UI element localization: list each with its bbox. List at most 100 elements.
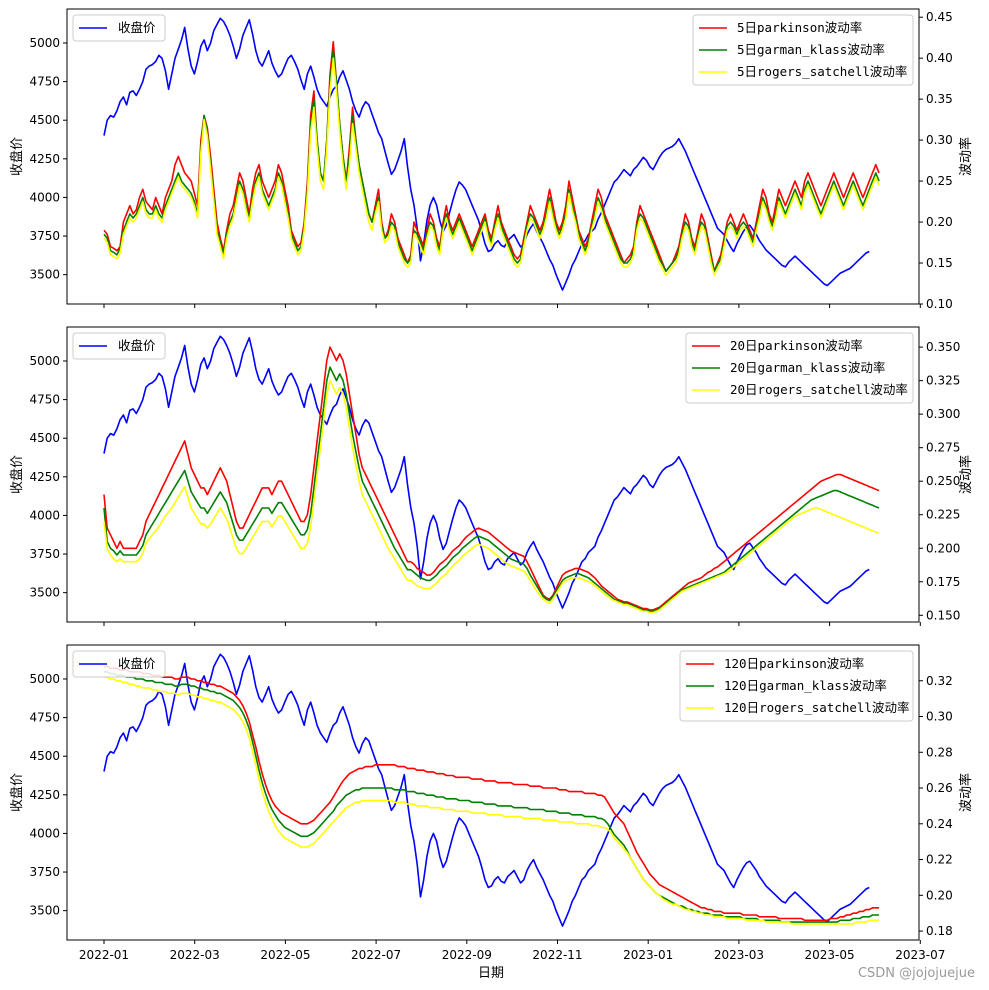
legend-right-label: 5日garman_klass波动率 <box>737 42 885 57</box>
y-right-tick-label: 0.275 <box>926 441 960 455</box>
y-left-tick-label: 4750 <box>29 75 60 89</box>
y-right-tick-label: 0.22 <box>926 853 953 867</box>
legend-right: 120日parkinson波动率 120日garman_klass波动率 120日r… <box>679 650 914 722</box>
legend-right-label: 120日garman_klass波动率 <box>724 678 887 693</box>
y-right-axis-label: 波动率 <box>958 137 974 176</box>
panel-middle: 3500 3750 4000 4250 4500 4750 5000 0.150 0.175 0.… <box>9 326 974 626</box>
series-line-2 <box>104 670 879 923</box>
plot-frame <box>66 8 920 305</box>
x-tick-label: 2022-07 <box>351 948 401 962</box>
y-left-tick-label: 3750 <box>29 547 60 561</box>
y-right-tick-label: 0.32 <box>926 674 953 688</box>
panel-top: 3500 3750 4000 4250 4500 4750 5000 0.10 0.15 0.20… <box>9 8 974 311</box>
y-right-tick-label: 0.20 <box>926 888 953 902</box>
y-right-tick-label: 0.250 <box>926 474 960 488</box>
panel-bottom: 3500 3750 4000 4250 4500 4750 5000 0.18 0.20 0.22… <box>9 644 974 962</box>
x-tick-label: 2023-07 <box>895 948 945 962</box>
y-left-tick-label: 3750 <box>29 865 60 879</box>
legend-right-label: 120日parkinson波动率 <box>724 656 864 671</box>
watermark: CSDN @jojojuejue <box>858 966 975 981</box>
series-line-1 <box>104 665 879 922</box>
y-right-tick-label: 0.18 <box>926 924 953 938</box>
y-left-axis-label: 收盘价 <box>9 455 25 494</box>
x-tick-label: 2022-01 <box>79 948 129 962</box>
series-line-0 <box>103 17 870 291</box>
legend-right-label: 20日parkinson波动率 <box>730 338 863 353</box>
series-line-3 <box>103 379 880 614</box>
y-right-axis-label: 波动率 <box>958 773 974 812</box>
y-left-tick-label: 3500 <box>29 586 60 600</box>
legend-left: 收盘价 <box>72 332 166 360</box>
legend-right-label: 120日rogers_satchell波动率 <box>724 700 909 715</box>
series-line-2 <box>103 366 880 613</box>
y-right-tick-label: 0.300 <box>926 407 960 421</box>
plot-frame <box>66 326 920 623</box>
y-right-tick-label: 0.200 <box>926 541 960 555</box>
y-left-tick-label: 4750 <box>29 711 60 725</box>
y-right-tick-label: 0.225 <box>926 508 960 522</box>
y-left-tick-label: 4000 <box>29 826 60 840</box>
y-right-tick-label: 0.28 <box>926 745 953 759</box>
x-axis-label: 日期 <box>478 966 504 981</box>
x-tick-label: 2022-11 <box>532 948 582 962</box>
y-left-tick-label: 4000 <box>29 190 60 204</box>
y-left-tick-label: 3500 <box>29 268 60 282</box>
y-right-tick-label: 0.20 <box>926 215 953 229</box>
x-tick-label: 2023-03 <box>714 948 764 962</box>
y-right-tick-label: 0.35 <box>926 92 953 106</box>
y-right-tick-label: 0.150 <box>926 608 960 622</box>
y-right-tick-label: 0.25 <box>926 174 953 188</box>
y-right-tick-label: 0.325 <box>926 374 960 388</box>
y-left-tick-label: 4250 <box>29 788 60 802</box>
y-left-tick-label: 4000 <box>29 508 60 522</box>
series-line-3 <box>103 57 880 277</box>
legend-left: 收盘价 <box>72 650 166 678</box>
y-left-axis-label: 收盘价 <box>9 773 25 812</box>
y-left-tick-label: 4250 <box>29 470 60 484</box>
y-right-tick-label: 0.10 <box>926 297 953 311</box>
y-right-tick-label: 0.24 <box>926 817 953 831</box>
y-right-tick-label: 0.15 <box>926 256 953 270</box>
legend-right-box <box>685 332 914 404</box>
y-right-axis-label: 波动率 <box>958 455 974 494</box>
y-right-tick-label: 0.30 <box>926 133 953 147</box>
legend-right-label: 5日parkinson波动率 <box>737 20 862 35</box>
chart-panels: 3500 3750 4000 4250 4500 4750 5000 0.10 0.15 0.20… <box>9 8 974 962</box>
plot-frame <box>66 644 920 941</box>
legend-right: 20日parkinson波动率 20日garman_klass波动率 20日roge… <box>685 332 914 404</box>
legend-right-label: 5日rogers_satchell波动率 <box>737 64 907 79</box>
y-right-tick-label: 0.175 <box>926 575 960 589</box>
legend-left-label: 收盘价 <box>118 656 156 671</box>
y-left-tick-label: 5000 <box>29 672 60 686</box>
y-left-tick-label: 4500 <box>29 431 60 445</box>
legend-left-box <box>72 332 166 360</box>
series-line-0 <box>103 335 870 609</box>
legend-left-label: 收盘价 <box>118 20 156 35</box>
x-tick-label: 2022-03 <box>170 948 220 962</box>
x-tick-label: 2022-09 <box>442 948 492 962</box>
legend-right: 5日parkinson波动率 5日garman_klass波动率 5日rogers_… <box>692 14 914 86</box>
y-left-tick-label: 3500 <box>29 904 60 918</box>
y-left-tick-label: 4500 <box>29 113 60 127</box>
y-left-tick-label: 5000 <box>29 354 60 368</box>
legend-left: 收盘价 <box>72 14 166 42</box>
series-line-3 <box>104 676 879 925</box>
x-tick-label: 2023-01 <box>623 948 673 962</box>
legend-right-label: 20日rogers_satchell波动率 <box>730 382 908 397</box>
y-left-tick-label: 4500 <box>29 749 60 763</box>
y-left-tick-label: 5000 <box>29 36 60 50</box>
y-right-tick-label: 0.45 <box>926 10 953 24</box>
legend-left-box <box>72 650 166 678</box>
legend-right-box <box>692 14 914 86</box>
legend-left-label: 收盘价 <box>118 338 156 353</box>
y-right-tick-label: 0.30 <box>926 710 953 724</box>
y-left-tick-label: 4750 <box>29 393 60 407</box>
series-line-1 <box>103 346 880 611</box>
series-line-0 <box>103 653 870 927</box>
y-right-tick-label: 0.350 <box>926 340 960 354</box>
y-right-tick-label: 0.40 <box>926 51 953 65</box>
legend-left-box <box>72 14 166 42</box>
legend-right-box <box>679 650 914 722</box>
x-tick-label: 2023-05 <box>805 948 855 962</box>
